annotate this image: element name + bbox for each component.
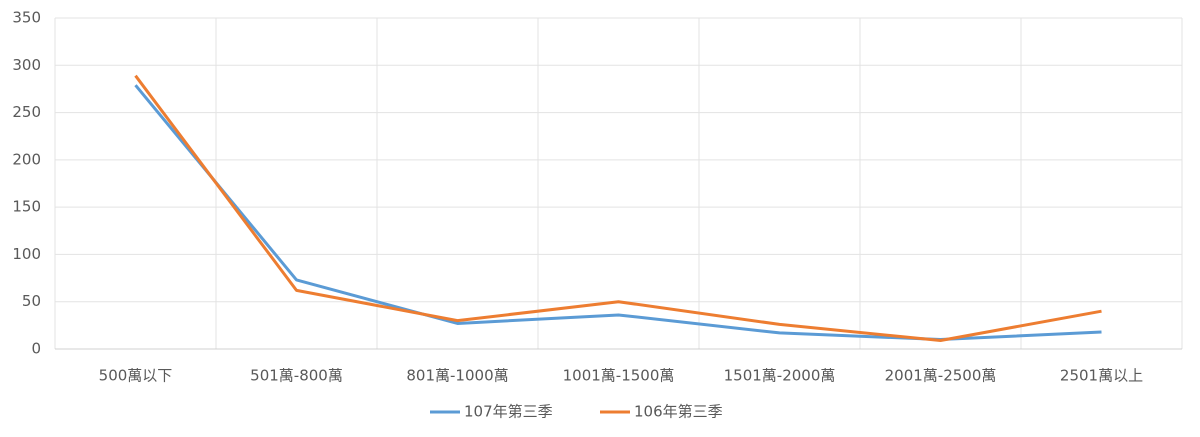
x-tick-label: 2001萬-2500萬 bbox=[885, 367, 997, 385]
y-tick-label: 250 bbox=[12, 103, 41, 121]
legend-label: 107年第三季 bbox=[464, 403, 553, 421]
y-tick-label: 50 bbox=[22, 292, 41, 310]
x-tick-label: 2501萬以上 bbox=[1060, 367, 1143, 385]
y-tick-label: 100 bbox=[12, 245, 41, 263]
y-tick-label: 0 bbox=[31, 340, 41, 358]
x-tick-label: 500萬以下 bbox=[99, 367, 173, 385]
x-tick-label: 1501萬-2000萬 bbox=[724, 367, 836, 385]
x-tick-label: 1001萬-1500萬 bbox=[563, 367, 675, 385]
y-tick-label: 200 bbox=[12, 150, 41, 168]
legend-label: 106年第三季 bbox=[634, 403, 723, 421]
x-tick-label: 501萬-800萬 bbox=[250, 367, 343, 385]
y-tick-label: 350 bbox=[12, 9, 41, 27]
y-tick-label: 150 bbox=[12, 198, 41, 216]
x-tick-label: 801萬-1000萬 bbox=[406, 367, 508, 385]
y-tick-label: 300 bbox=[12, 56, 41, 74]
series-line bbox=[134, 74, 1102, 342]
